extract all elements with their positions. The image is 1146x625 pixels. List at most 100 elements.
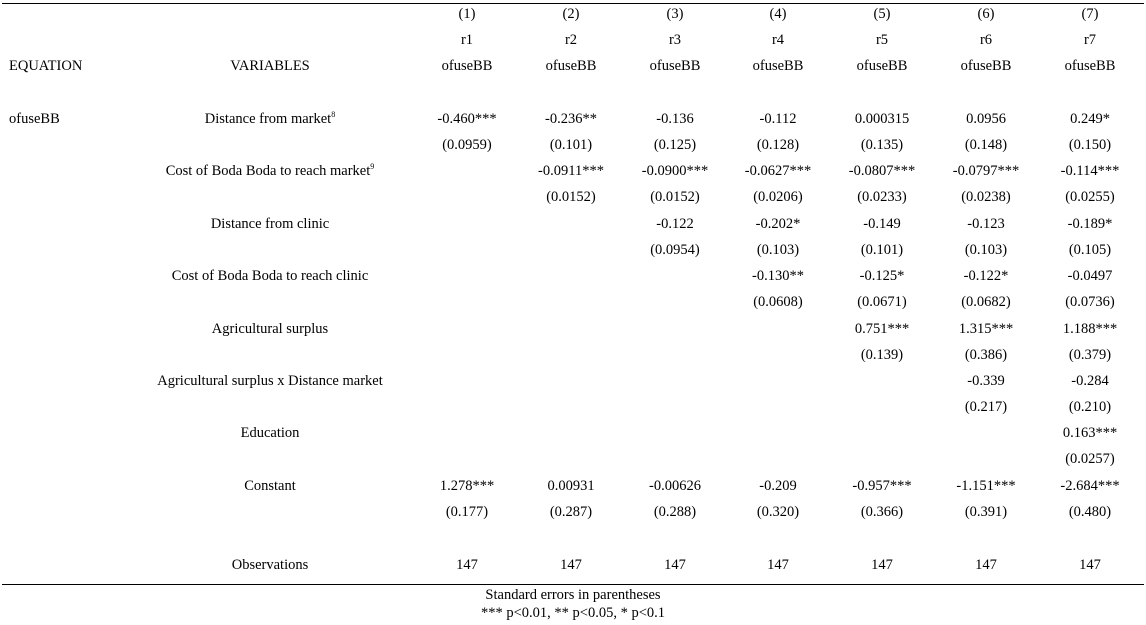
dep-var-3: ofuseBB (649, 58, 701, 74)
coefficient-cell: -0.0911*** (538, 163, 604, 180)
coefficient-cell: 0.0956 (966, 111, 1006, 127)
model-name-6: r6 (979, 32, 993, 48)
equation-name: ofuseBB (9, 111, 60, 127)
coefficient-cell: -0.122* (963, 268, 1009, 285)
standard-error-cell: (0.287) (549, 503, 593, 520)
coefficient-cell: 1.278*** (439, 477, 495, 494)
standard-error-cell: (0.135) (860, 137, 904, 153)
standard-error-cell: (0.0959) (442, 137, 492, 153)
variable-label: Cost of Boda Boda to reach clinic (171, 268, 369, 285)
col-number-6: (6) (977, 6, 995, 22)
col-number-7: (7) (1081, 6, 1099, 22)
equation-header: EQUATION (9, 58, 83, 74)
variable-label: Distance from market8 (205, 110, 335, 128)
variable-label-text: Distance from market (204, 111, 332, 127)
coefficient-cell: -0.125* (859, 268, 905, 285)
standard-error-cell: (0.0152) (546, 189, 596, 206)
coefficient-cell: 0.163*** (1062, 425, 1118, 442)
observations-label: Observations (231, 557, 309, 573)
standard-error-cell: (0.103) (756, 241, 800, 258)
variable-label: Distance from clinic (210, 215, 330, 232)
coefficient-cell: -0.0807*** (848, 163, 916, 180)
coefficient-cell: -2.684*** (1060, 477, 1120, 494)
standard-error-cell: (0.0206) (753, 189, 803, 206)
standard-error-cell: (0.128) (756, 137, 800, 153)
standard-error-cell: (0.101) (549, 137, 593, 153)
model-name-2: r2 (564, 32, 578, 48)
variables-header: VARIABLES (230, 58, 310, 74)
standard-error-cell: (0.177) (445, 503, 489, 520)
coefficient-cell: -0.130** (752, 268, 804, 285)
dep-var-6: ofuseBB (960, 58, 1012, 74)
variable-label: Agricultural surplus (211, 320, 329, 337)
observations-cell: 147 (1079, 557, 1101, 573)
coefficient-cell: -1.151*** (956, 477, 1016, 494)
coefficient-cell: -0.189* (1067, 215, 1113, 232)
model-name-7: r7 (1083, 32, 1097, 48)
standard-error-cell: (0.366) (860, 503, 904, 520)
coefficient-cell: 0.00931 (547, 477, 595, 494)
standard-error-cell: (0.0671) (857, 294, 907, 311)
coefficient-cell: 1.188*** (1062, 320, 1118, 337)
table-note-standard-errors: Standard errors in parentheses (485, 587, 661, 603)
variable-label: Constant (244, 477, 296, 494)
observations-cell: 147 (767, 557, 789, 573)
standard-error-cell: (0.0954) (650, 241, 700, 258)
model-name-4: r4 (771, 32, 785, 48)
standard-error-cell: (0.0257) (1065, 451, 1115, 468)
standard-error-cell: (0.125) (653, 137, 697, 153)
standard-error-cell: (0.386) (964, 346, 1008, 363)
coefficient-cell: -0.236** (545, 111, 597, 127)
footnote-marker: 9 (370, 162, 375, 172)
coefficient-cell: -0.0797*** (952, 163, 1020, 180)
standard-error-cell: (0.288) (653, 503, 697, 520)
variable-label: Education (240, 425, 300, 442)
standard-error-cell: (0.0255) (1065, 189, 1115, 206)
standard-error-cell: (0.480) (1068, 503, 1112, 520)
coefficient-cell: -0.957*** (852, 477, 912, 494)
standard-error-cell: (0.103) (964, 241, 1008, 258)
coefficient-cell: 0.249* (1070, 111, 1110, 127)
coefficient-cell: -0.284 (1071, 373, 1109, 389)
standard-error-cell: (0.101) (860, 241, 904, 258)
coefficient-cell: -0.112 (759, 111, 797, 127)
standard-error-cell: (0.217) (964, 399, 1008, 415)
standard-error-cell: (0.0682) (961, 294, 1011, 311)
model-name-5: r5 (875, 32, 889, 48)
coefficient-cell: 0.000315 (854, 111, 910, 127)
coefficient-cell: -0.00626 (649, 477, 701, 494)
standard-error-cell: (0.0608) (753, 294, 803, 311)
dep-var-4: ofuseBB (752, 58, 804, 74)
col-number-5: (5) (873, 6, 891, 22)
observations-cell: 147 (871, 557, 893, 573)
variable-label: Cost of Boda Boda to reach market9 (166, 162, 375, 180)
standard-error-cell: (0.379) (1068, 346, 1112, 363)
standard-error-cell: (0.391) (964, 503, 1008, 520)
observations-cell: 147 (560, 557, 582, 573)
coefficient-cell: -0.460*** (437, 111, 497, 127)
coefficient-cell: -0.149 (863, 215, 901, 232)
coefficient-cell: -0.209 (759, 477, 797, 494)
observations-cell: 147 (456, 557, 478, 573)
coefficient-cell: -0.339 (967, 373, 1005, 389)
table-bottom-rule (2, 584, 1144, 585)
standard-error-cell: (0.105) (1068, 241, 1112, 258)
coefficient-cell: -0.136 (656, 111, 694, 127)
variable-label: Agricultural surplus x Distance market (157, 373, 383, 389)
standard-error-cell: (0.0152) (650, 189, 700, 206)
dep-var-2: ofuseBB (545, 58, 597, 74)
footnote-marker: 8 (331, 110, 336, 119)
coefficient-cell: -0.202* (755, 215, 801, 232)
col-number-4: (4) (769, 6, 787, 22)
coefficient-cell: 1.315*** (958, 320, 1014, 337)
dep-var-5: ofuseBB (856, 58, 908, 74)
observations-cell: 147 (975, 557, 997, 573)
coefficient-cell: -0.0900*** (641, 163, 709, 180)
model-name-1: r1 (460, 32, 474, 48)
col-number-1: (1) (458, 6, 476, 22)
standard-error-cell: (0.210) (1068, 399, 1112, 415)
standard-error-cell: (0.0233) (857, 189, 907, 206)
coefficient-cell: -0.122 (656, 215, 694, 232)
dep-var-7: ofuseBB (1064, 58, 1116, 74)
standard-error-cell: (0.150) (1068, 137, 1112, 153)
